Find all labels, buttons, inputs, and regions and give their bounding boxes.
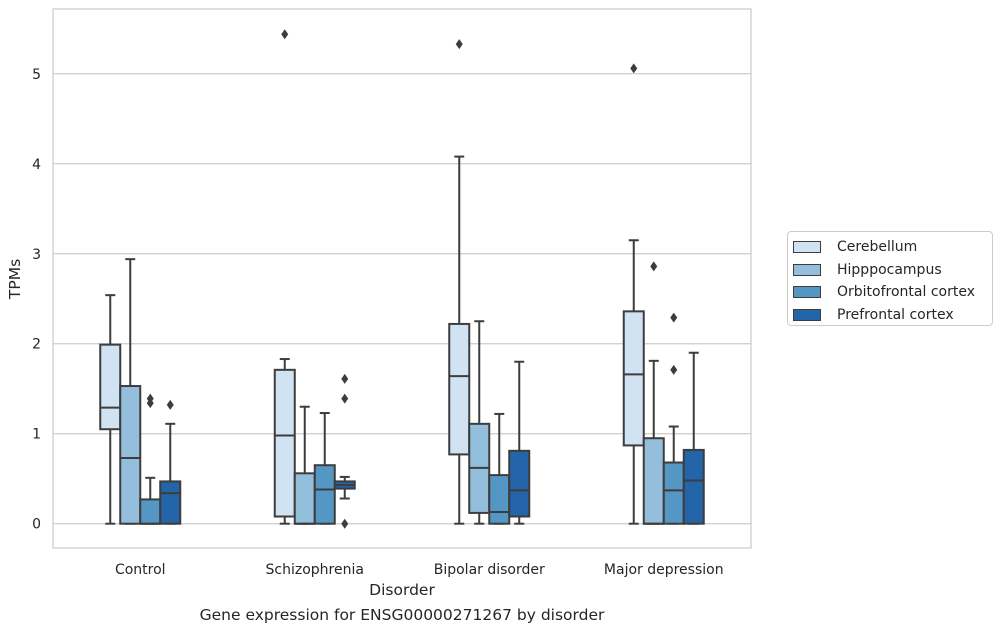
outlier-point [630,63,638,74]
box [99,343,122,431]
box-group [99,294,122,525]
series-prefrontal-cortex [159,351,705,529]
outlier-point [670,312,678,323]
outlier-point [341,373,349,384]
x-tick-labels: Control Schizophrenia Bipolar disorder Majo… [115,562,724,578]
series-hipppocampus [119,258,665,525]
box [293,472,316,525]
box-group [622,63,645,525]
legend-swatch-hippocampus [793,263,821,276]
box [488,474,511,525]
outlier-point [455,39,463,50]
legend-item-orbitofrontal-cortex: Orbitofrontal cortex [793,281,992,304]
box-series [99,29,705,529]
box-group [468,320,491,525]
box [662,461,685,525]
outlier-point [650,261,658,272]
box [508,449,531,518]
y-tick-label: 0 [32,517,41,533]
box [682,448,705,525]
legend-swatch-prefrontal-cortex [793,308,821,321]
box [119,385,142,525]
y-tick-label: 1 [32,427,41,443]
box [622,310,645,447]
y-tick-label: 5 [32,67,41,83]
legend-label-hippocampus: Hipppocampus [837,261,942,278]
x-axis-label: Disorder [369,581,435,599]
box-group [508,360,531,525]
x-tick-label: Schizophrenia [266,562,364,578]
legend-label-prefrontal-cortex: Prefrontal cortex [837,306,954,323]
chart-caption: Gene expression for ENSG00000271267 by d… [199,606,605,624]
box-group [273,29,296,525]
legend: Cerebellum Hipppocampus Orbitofrontal co… [787,231,993,326]
box-group [119,258,142,525]
series-cerebellum [99,29,645,525]
box [448,322,471,456]
box-group [333,373,356,529]
plot-frame [52,8,752,549]
box [159,480,182,525]
legend-item-cerebellum: Cerebellum [793,236,992,259]
outlier-point [670,364,678,375]
box [273,368,296,518]
y-axis-label: TPMs [6,259,24,300]
box-group [682,351,705,525]
y-tick-label: 3 [32,247,41,263]
legend-swatch-orbitofrontal-cortex [793,286,821,299]
box [139,498,162,525]
outlier-point [166,399,174,410]
y-tick-label: 4 [32,157,41,173]
box [313,464,336,525]
legend-swatch-cerebellum [793,241,821,254]
outlier-point [281,29,289,40]
y-tick-labels: 0 1 2 3 4 5 [32,67,41,533]
outlier-point [146,393,154,404]
legend-label-orbitofrontal-cortex: Orbitofrontal cortex [837,284,975,301]
x-tick-label: Control [115,562,166,578]
y-tick-label: 2 [32,337,41,353]
x-tick-label: Bipolar disorder [434,562,545,578]
box [642,437,665,525]
series-orbitofrontal-cortex [139,312,685,525]
outlier-point [341,518,349,529]
outlier-point [341,393,349,404]
legend-item-hippocampus: Hipppocampus [793,259,992,282]
box-group [448,39,471,525]
box-group [313,412,336,525]
legend-label-cerebellum: Cerebellum [837,239,918,256]
x-tick-label: Major depression [604,562,724,578]
legend-item-prefrontal-cortex: Prefrontal cortex [793,304,992,327]
box-group [159,399,182,525]
